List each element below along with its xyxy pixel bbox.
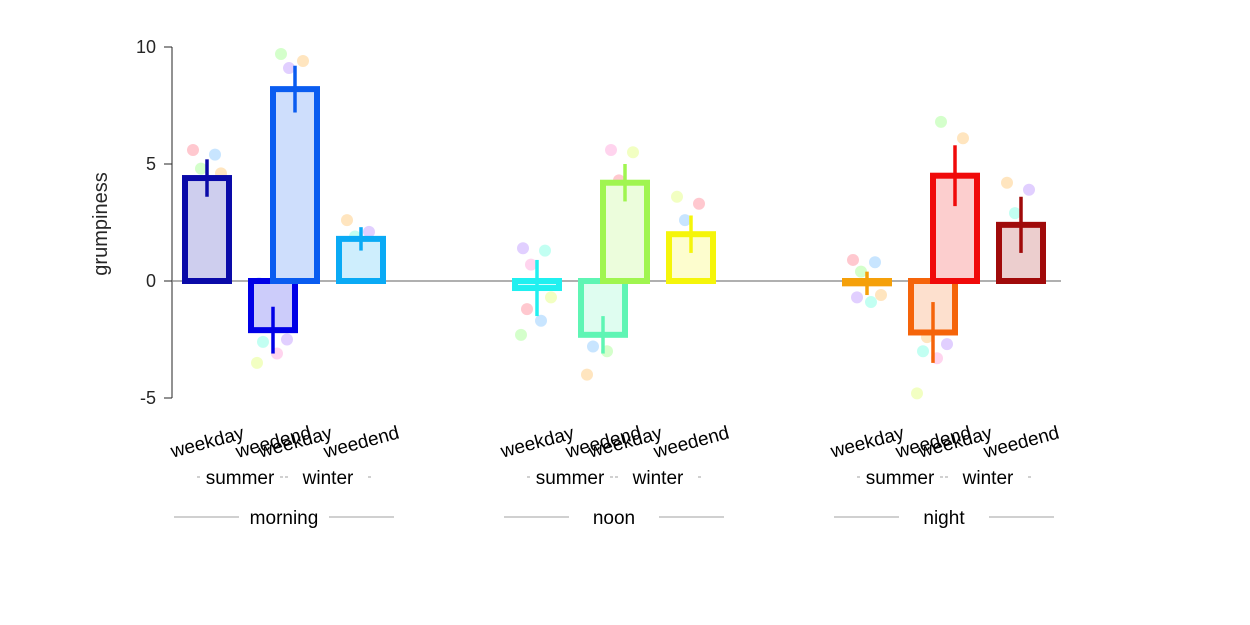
data-point bbox=[855, 265, 867, 278]
data-point bbox=[869, 256, 881, 269]
data-point bbox=[341, 214, 353, 227]
data-point bbox=[187, 143, 199, 156]
data-point bbox=[851, 291, 863, 304]
time-label-morning: morning bbox=[250, 508, 319, 529]
x-tick-label-weedend: weedend bbox=[321, 423, 402, 464]
data-point bbox=[935, 115, 947, 128]
data-point bbox=[917, 345, 929, 358]
data-point bbox=[297, 55, 309, 68]
data-point bbox=[363, 225, 375, 238]
data-point bbox=[515, 328, 527, 341]
data-point bbox=[679, 214, 691, 227]
data-point bbox=[671, 190, 683, 203]
time-label-night: night bbox=[923, 508, 965, 529]
data-point bbox=[517, 242, 529, 255]
data-point bbox=[209, 148, 221, 161]
season-label-summer: summer bbox=[866, 468, 935, 489]
data-point bbox=[875, 289, 887, 302]
data-point bbox=[1023, 183, 1035, 196]
data-point bbox=[539, 244, 551, 257]
season-label-summer: summer bbox=[536, 468, 605, 489]
data-point bbox=[693, 197, 705, 210]
data-point bbox=[605, 143, 617, 156]
data-point bbox=[521, 303, 533, 316]
y-tick-label: -5 bbox=[140, 388, 156, 408]
data-point bbox=[941, 338, 953, 351]
data-point bbox=[257, 335, 269, 348]
data-point bbox=[1001, 176, 1013, 189]
data-point bbox=[627, 146, 639, 159]
y-tick-label: 5 bbox=[146, 154, 156, 174]
season-label-winter: winter bbox=[302, 468, 354, 489]
data-point bbox=[275, 48, 287, 61]
data-point bbox=[587, 340, 599, 353]
bar-night-winter-weekday bbox=[930, 172, 980, 284]
x-tick-label-weedend: weedend bbox=[651, 423, 732, 464]
data-point bbox=[195, 162, 207, 175]
season-label-winter: winter bbox=[632, 468, 684, 489]
y-tick-label: 10 bbox=[136, 37, 156, 57]
bars bbox=[182, 86, 1046, 338]
y-axis: -5 0 5 10 bbox=[136, 37, 173, 408]
season-label-winter: winter bbox=[962, 468, 1014, 489]
data-point bbox=[1009, 207, 1021, 220]
bar-morning-winter-weekday bbox=[270, 86, 320, 285]
data-point bbox=[911, 387, 923, 400]
season-label-summer: summer bbox=[206, 468, 275, 489]
data-point bbox=[283, 62, 295, 75]
season-group-labels: summer winter summer winter summer winter bbox=[197, 468, 1031, 489]
data-point bbox=[581, 368, 593, 381]
data-point bbox=[865, 296, 877, 309]
y-axis-label: grumpiness bbox=[90, 172, 112, 275]
x-tick-label-weedend: weedend bbox=[981, 423, 1062, 464]
error-bars bbox=[205, 65, 1023, 363]
data-point bbox=[535, 314, 547, 327]
data-point bbox=[251, 356, 263, 369]
data-point bbox=[545, 291, 557, 304]
data-point bbox=[957, 132, 969, 145]
time-label-noon: noon bbox=[593, 508, 635, 529]
data-point bbox=[847, 253, 859, 266]
y-tick-label: 0 bbox=[146, 271, 156, 291]
data-point bbox=[525, 258, 537, 271]
data-point bbox=[281, 333, 293, 346]
time-group-labels: morning noon night bbox=[174, 508, 1054, 529]
